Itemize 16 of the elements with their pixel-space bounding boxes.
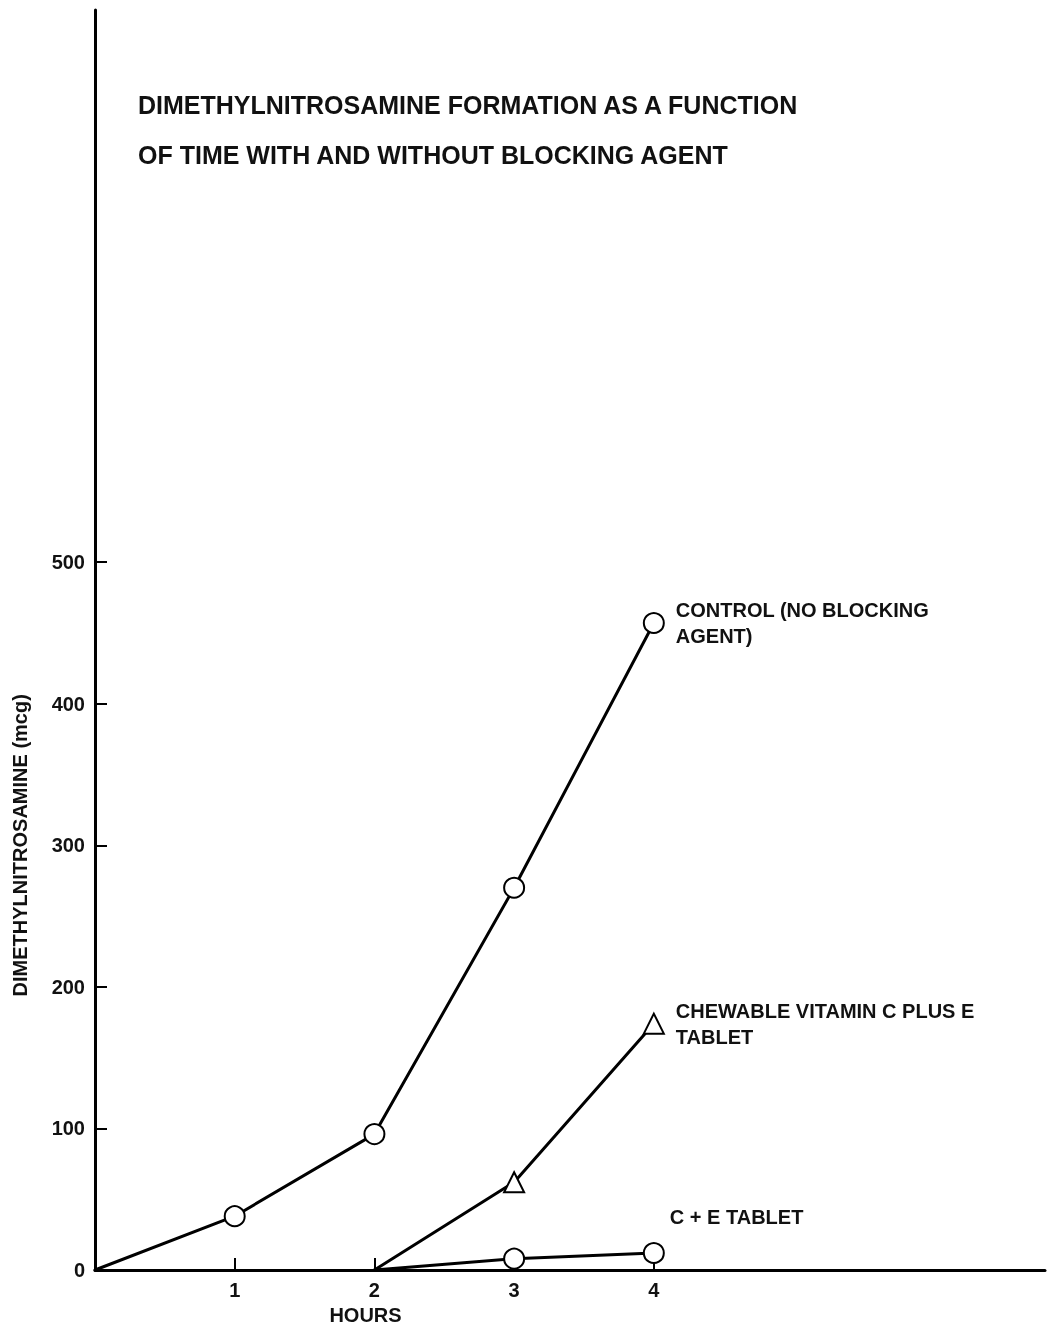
- x-axis-title: HOURS: [329, 1304, 402, 1326]
- series-label: CHEWABLE VITAMIN C PLUS E TABLET: [675, 999, 980, 1048]
- y-axis-title: DIMETHYLNITROSAMINE (mcg): [9, 694, 31, 997]
- x-tick-label: 1: [229, 1279, 241, 1301]
- x-tick-label: 2: [368, 1279, 380, 1301]
- x-tick-label: 4: [648, 1279, 661, 1301]
- x-tick-label: 3: [508, 1279, 520, 1301]
- y-tick-label: 400: [51, 692, 85, 715]
- y-tick-label: 300: [51, 834, 85, 857]
- y-tick-label: 100: [51, 1117, 85, 1140]
- series-label: CONTROL (NO BLOCKING AGENT): [675, 599, 935, 648]
- y-tick-label: 500: [51, 551, 85, 574]
- y-tick-label: 200: [51, 975, 85, 998]
- y-tick-label: 0: [73, 1259, 85, 1281]
- text: DIMETHYLNITROSAMINE FORMATION AS A FUNCTION OF TIME WITH AND WITHOUT BLOCKING AGENT: [138, 91, 798, 169]
- series-label: C + E TABLET: [669, 1206, 804, 1229]
